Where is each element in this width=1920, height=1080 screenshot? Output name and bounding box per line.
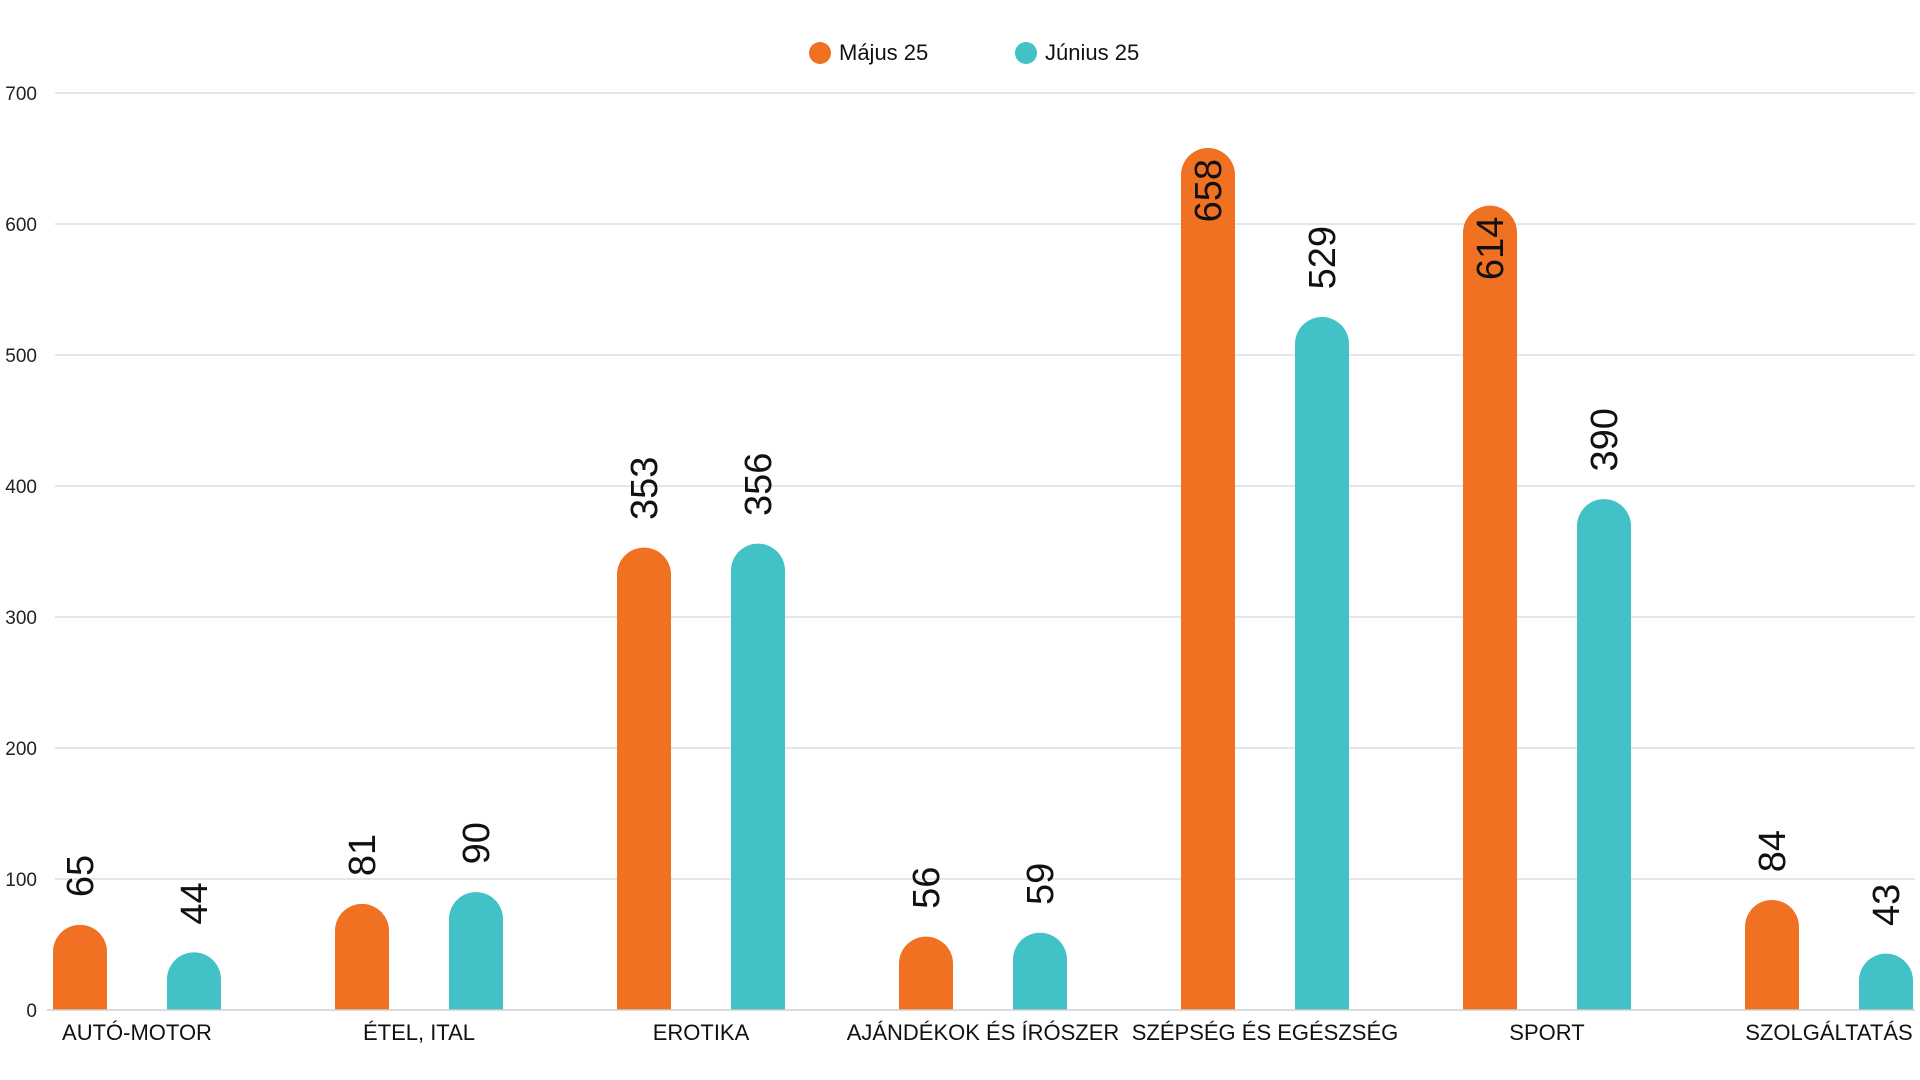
data-label-szolgaltatas-series-2: 43 bbox=[1866, 884, 1908, 926]
data-label-etel-ital-series-2: 90 bbox=[456, 822, 498, 864]
x-tick-label: SPORT bbox=[1509, 1020, 1584, 1045]
bar-ajandekok-es-iroszer-series-2 bbox=[1013, 932, 1067, 1010]
bar-erotika-series-2 bbox=[731, 543, 785, 1010]
x-tick-label: SZÉPSÉG ÉS EGÉSZSÉG bbox=[1132, 1020, 1399, 1045]
bar-erotika-series-1 bbox=[617, 547, 671, 1010]
legend: Május 25 Június 25 bbox=[809, 40, 1139, 65]
bar-sport-series-1 bbox=[1463, 205, 1517, 1011]
bar-auto-motor-series-2 bbox=[167, 952, 221, 1010]
bar-szolgaltatas-series-2 bbox=[1859, 953, 1913, 1010]
y-tick-label: 700 bbox=[5, 84, 37, 105]
bar-sport-series-2 bbox=[1577, 499, 1631, 1010]
x-tick-label: SZOLGÁLTATÁS bbox=[1745, 1020, 1912, 1045]
bar-szepseg-es-egeszseg-series-1 bbox=[1181, 148, 1235, 1010]
data-label-sport-series-1: 614 bbox=[1470, 217, 1512, 280]
y-tick-label: 0 bbox=[26, 1001, 37, 1022]
bar-etel-ital-series-2 bbox=[449, 892, 503, 1010]
data-label-szepseg-es-egeszseg-series-2: 529 bbox=[1302, 226, 1344, 289]
y-tick-label: 100 bbox=[5, 870, 37, 891]
axes: 0 100 200 300 400 500 600 700 AUTÓ-MOTOR ÉTEL, IT… bbox=[5, 84, 1915, 1045]
gridlines bbox=[55, 92, 1915, 880]
legend-label-series-2: Június 25 bbox=[1045, 40, 1139, 65]
data-label-szepseg-es-egeszseg-series-1: 658 bbox=[1188, 159, 1230, 222]
y-tick-label: 200 bbox=[5, 739, 37, 760]
bars bbox=[53, 148, 1913, 1011]
data-labels: 65 44 81 90 353 356 56 59 658 529 614 390 84 43 bbox=[60, 159, 1908, 926]
bar-szolgaltatas-series-1 bbox=[1745, 899, 1799, 1010]
bar-szepseg-es-egeszseg-series-2 bbox=[1295, 317, 1349, 1010]
x-tick-label: EROTIKA bbox=[653, 1020, 750, 1045]
data-label-ajandekok-es-iroszer-series-1: 56 bbox=[906, 867, 948, 909]
data-label-erotika-series-1: 353 bbox=[624, 457, 666, 520]
data-label-auto-motor-series-2: 44 bbox=[174, 882, 216, 924]
y-tick-label: 600 bbox=[5, 215, 37, 236]
data-label-ajandekok-es-iroszer-series-2: 59 bbox=[1020, 863, 1062, 905]
legend-swatch-series-1 bbox=[809, 42, 831, 64]
legend-swatch-series-2 bbox=[1015, 42, 1037, 64]
bar-etel-ital-series-1 bbox=[335, 903, 389, 1010]
bar-auto-motor-series-1 bbox=[53, 924, 107, 1010]
data-label-sport-series-2: 390 bbox=[1584, 408, 1626, 471]
data-label-erotika-series-2: 356 bbox=[738, 453, 780, 516]
y-tick-label: 500 bbox=[5, 346, 37, 367]
data-label-etel-ital-series-1: 81 bbox=[342, 834, 384, 876]
bar-ajandekok-es-iroszer-series-1 bbox=[899, 936, 953, 1010]
y-tick-label: 400 bbox=[5, 477, 37, 498]
data-label-auto-motor-series-1: 65 bbox=[60, 855, 102, 897]
y-tick-label: 300 bbox=[5, 608, 37, 629]
x-tick-label: ÉTEL, ITAL bbox=[363, 1020, 475, 1045]
legend-label-series-1: Május 25 bbox=[839, 40, 928, 65]
x-tick-label: AJÁNDÉKOK ÉS ÍRÓSZER bbox=[847, 1020, 1120, 1045]
x-tick-label: AUTÓ-MOTOR bbox=[62, 1020, 212, 1045]
data-label-szolgaltatas-series-1: 84 bbox=[1752, 830, 1794, 872]
